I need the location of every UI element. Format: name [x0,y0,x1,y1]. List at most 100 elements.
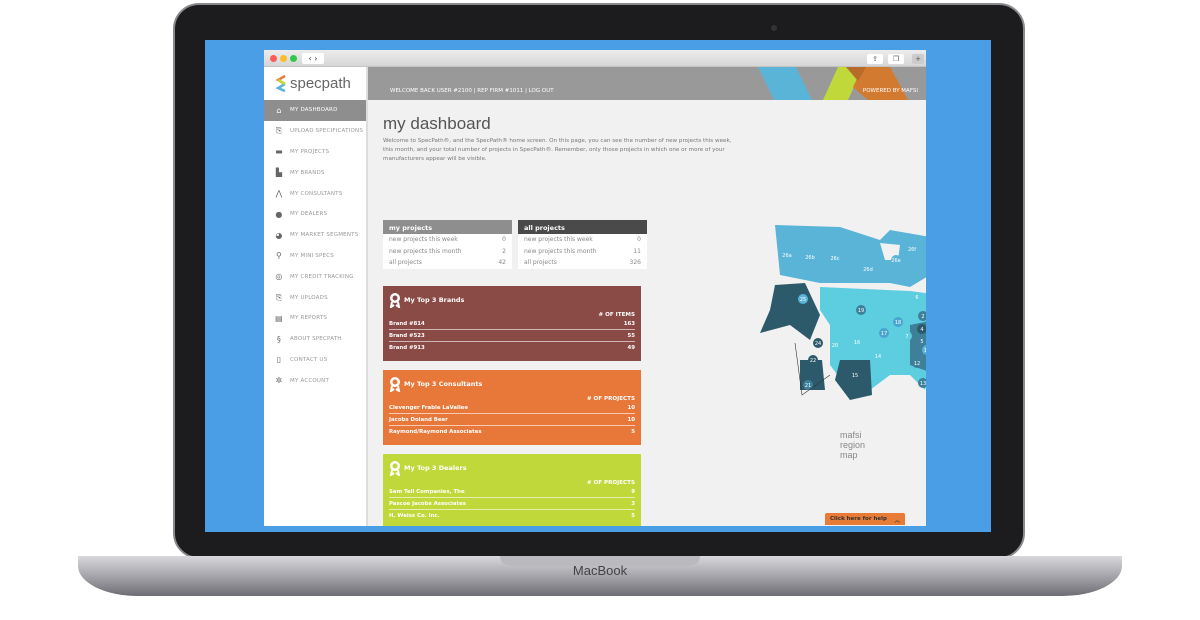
map-region[interactable] [852,337,862,347]
sidebar-item-phone[interactable]: ▯ CONTACT US [264,350,366,371]
sidebar-item-compass[interactable]: ⋀ MY CONSULTANTS [264,183,366,204]
sidebar-item-uploads[interactable]: ⎘ MY UPLOADS [264,287,366,308]
top-item-row[interactable]: Sam Tell Companies, The 9 [389,486,635,498]
sidebar-item-clipboard[interactable]: ▤ MY REPORTS [264,308,366,329]
top-card: My Top 3 Brands # OF ITEMS Brand #814 163 Br… [383,286,641,361]
item-label: Clevenger Frable LaVallee [389,404,468,411]
map-region[interactable] [891,255,901,265]
compass-icon: ⋀ [275,189,283,199]
sidebar-item-pie-chart[interactable]: ◕ MY MARKET SEGMENTS [264,225,366,246]
map-region[interactable] [803,380,813,390]
item-value: 5 [631,512,635,519]
map-region[interactable] [907,244,917,254]
map-region[interactable] [830,340,840,350]
award-ribbon-icon [389,293,401,308]
project-stat-row[interactable]: new projects this month 11 [518,246,647,258]
item-label: Jacobs Doland Beer [389,416,448,423]
sidebar-item-folder[interactable]: ▬ MY PROJECTS [264,142,366,163]
sidebar-item-upload[interactable]: ⎘ UPLOAD SPECIFICATIONS [264,121,366,142]
specpath-logo[interactable]: specpath [264,67,366,100]
stat-label: new projects this month [389,247,462,255]
back-icon[interactable]: ‹ [308,54,312,63]
folder-icon: ▬ [275,147,283,157]
tabs-icon[interactable]: ❐ [888,54,904,64]
top-item-row[interactable]: Brand #814 163 [389,318,635,330]
map-region[interactable] [830,253,840,263]
help-label: Click here for help [830,516,887,522]
project-stat-row[interactable]: new projects this month 2 [383,246,512,258]
project-stat-row[interactable]: all projects 326 [518,257,647,269]
region-label: 21 [805,383,811,389]
maximize-button[interactable] [290,55,297,62]
header-bar: WELCOME BACK USER #2100 | REP FIRM #1011… [368,67,926,100]
sidebar-item-user[interactable]: ● MY DEALERS [264,204,366,225]
page-title: my dashboard [383,114,491,133]
region-label: 15 [852,373,858,379]
column-header: # OF ITEMS [598,312,635,318]
welcome-links[interactable]: WELCOME BACK USER #2100 | REP FIRM #1011… [390,88,554,94]
minimize-button[interactable] [280,55,287,62]
my-projects-title: my projects [383,220,512,234]
forward-icon[interactable]: › [314,54,318,63]
browser-titlebar: ‹ › ⇪ ❐ + [264,50,926,67]
item-label: H. Weiss Co. Inc. [389,512,440,519]
map-region[interactable] [918,378,926,388]
sidebar-item-gauge[interactable]: ◎ MY CREDIT TRACKING [264,266,366,287]
region-label: 26a [782,253,791,259]
top-item-row[interactable]: Raymond/Raymond Associates 5 [389,426,635,437]
region-label: 17 [881,331,887,337]
help-button[interactable]: Click here for help ︿ [825,513,905,525]
map-region[interactable] [805,252,815,262]
map-region[interactable] [850,370,860,380]
map-region[interactable] [782,250,792,260]
map-region[interactable] [917,324,926,334]
share-icon[interactable]: ⇪ [867,54,883,64]
top-item-row[interactable]: Brand #913 49 [389,342,635,353]
project-stat-row[interactable]: new projects this week 0 [518,234,647,246]
sidebar-item-specpath[interactable]: § ABOUT SPECPATH [264,329,366,350]
stat-value: 0 [502,236,506,243]
top-item-row[interactable]: Brand #523 55 [389,330,635,342]
close-button[interactable] [270,55,277,62]
map-region[interactable] [863,264,873,274]
sidebar-item-map-pin[interactable]: ⚲ MY MINI SPECS [264,246,366,267]
stat-value: 0 [637,236,641,243]
map-region[interactable] [902,331,912,341]
home-icon: ⌂ [276,105,282,115]
map-region[interactable] [918,311,926,321]
item-label: Raymond/Raymond Associates [389,428,482,435]
map-region[interactable] [873,351,883,361]
project-stat-row[interactable]: all projects 42 [383,257,512,269]
back-forward-buttons[interactable]: ‹ › [302,53,324,64]
top-item-row[interactable]: Clevenger Frable LaVallee 10 [389,402,635,414]
region-label: 24 [815,341,821,347]
map-region[interactable] [912,292,922,302]
top-item-row[interactable]: Jacobs Doland Beer 10 [389,414,635,426]
map-region[interactable] [879,328,889,338]
card-title: My Top 3 Consultants [404,380,483,388]
top-item-row[interactable]: H. Weiss Co. Inc. 5 [389,510,635,521]
map-region[interactable] [798,294,808,304]
sidebar-item-gear[interactable]: ✲ MY ACCOUNT [264,370,366,391]
alaska-shape [760,283,820,340]
new-tab-icon[interactable]: + [912,54,924,64]
map-region[interactable] [813,338,823,348]
sidebar-item-home[interactable]: ⌂ MY DASHBOARD [264,100,366,121]
map-region[interactable] [856,305,866,315]
map-region[interactable] [893,317,903,327]
region-map[interactable]: 1234567111213141516171819202122242526a26… [760,215,926,430]
map-region[interactable] [808,355,818,365]
chevron-up-icon: ︿ [894,518,900,524]
region-label: 26c [830,256,839,262]
top-item-row[interactable]: Pascoe Jacobs Associates 3 [389,498,635,510]
stat-label: new projects this week [389,236,458,243]
camera [771,25,777,31]
card-title: My Top 3 Brands [404,296,465,304]
sidebar-item-label: MY CONSULTANTS [290,190,343,197]
map-region[interactable] [917,336,926,346]
sidebar-item-factory[interactable]: ▙ MY BRANDS [264,162,366,183]
map-region[interactable] [922,345,926,355]
project-stat-row[interactable]: new projects this week 0 [383,234,512,246]
map-region[interactable] [912,358,922,368]
stat-value: 2 [502,247,506,255]
